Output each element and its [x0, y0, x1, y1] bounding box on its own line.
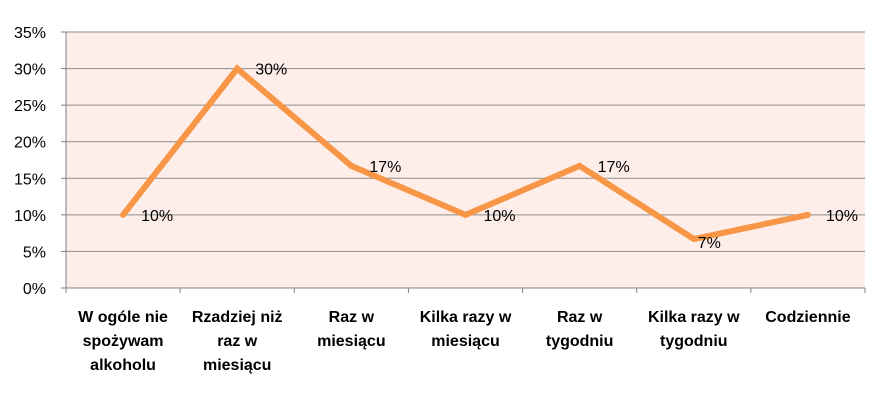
- data-point: [234, 65, 241, 72]
- x-tick-label: Codziennie: [765, 309, 850, 326]
- data-point: [120, 211, 127, 218]
- y-axis-ticks-group: 0% 5% 10% 15% 20% 25% 30% 35%: [14, 25, 46, 298]
- x-tick-label-line: tygodniu: [546, 333, 614, 350]
- x-tick-label: Kilka razy w miesiącu: [420, 309, 512, 350]
- x-tick-label-line: alkoholu: [90, 357, 156, 374]
- x-tick-label-line: Kilka razy w: [420, 309, 512, 326]
- data-point: [348, 162, 355, 169]
- x-tick-label-line: Kilka razy w: [648, 309, 740, 326]
- data-label: 7%: [698, 235, 721, 252]
- y-tick-label: 20%: [14, 135, 46, 152]
- data-label: 30%: [255, 62, 287, 79]
- x-tick-label-line: Codziennie: [765, 309, 850, 326]
- axes-group: [61, 31, 866, 293]
- x-tick-label-line: Raz w: [557, 309, 603, 326]
- x-tick-label: Rzadziej niż raz w miesiącu: [192, 309, 283, 374]
- x-tick-label: Raz w miesiącu: [317, 309, 385, 350]
- data-point: [690, 235, 697, 242]
- x-tick-label-line: W ogóle nie: [78, 309, 168, 326]
- y-tick-label: 35%: [14, 25, 46, 42]
- data-point: [804, 211, 811, 218]
- x-axis-ticks-group: W ogóle nie spożywam alkoholu Rzadziej niż r…: [78, 309, 851, 374]
- x-tick-label-line: Raz w: [329, 309, 375, 326]
- x-tick-label-line: spożywam: [83, 333, 164, 350]
- series-group: [120, 64, 811, 243]
- y-tick-label: 25%: [14, 98, 46, 115]
- gridlines-group: [66, 31, 865, 252]
- y-tick-label: 10%: [14, 208, 46, 225]
- y-tick-label: 15%: [14, 171, 46, 188]
- x-tick-label-line: tygodniu: [660, 333, 728, 350]
- x-tick-label-line: miesiącu: [431, 333, 499, 350]
- data-label: 10%: [826, 208, 858, 225]
- data-point: [462, 211, 469, 218]
- data-label: 10%: [141, 208, 173, 225]
- y-tick-label: 30%: [14, 62, 46, 79]
- data-label: 10%: [484, 208, 516, 225]
- x-tick-label: Kilka razy w tygodniu: [648, 309, 740, 350]
- data-labels-group: 10% 30% 17% 10% 17% 7% 10%: [141, 62, 858, 252]
- plot-area: [66, 32, 865, 288]
- x-tick-label-line: miesiącu: [203, 357, 271, 374]
- data-label: 17%: [598, 159, 630, 176]
- x-tick-label: W ogóle nie spożywam alkoholu: [78, 309, 168, 374]
- data-label: 17%: [369, 159, 401, 176]
- x-tick-label-line: miesiącu: [317, 333, 385, 350]
- x-tick-label-line: Rzadziej niż: [192, 309, 283, 326]
- y-tick-label: 5%: [23, 244, 46, 261]
- x-tick-label-line: raz w: [217, 333, 258, 350]
- plot-area-group: [66, 32, 865, 288]
- y-tick-label: 0%: [23, 281, 46, 298]
- x-tick-label: Raz w tygodniu: [546, 309, 614, 350]
- data-point: [576, 162, 583, 169]
